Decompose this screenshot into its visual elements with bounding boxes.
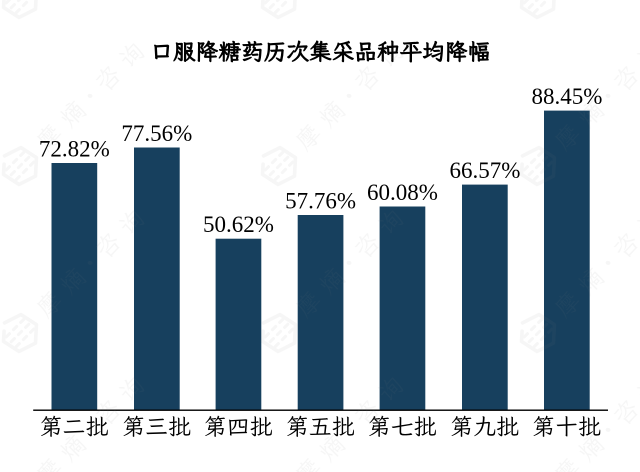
svg-text:66.57%: 66.57% <box>449 158 520 183</box>
svg-text:50.62%: 50.62% <box>203 212 274 237</box>
svg-text:72.82%: 72.82% <box>39 137 110 162</box>
svg-text:57.76%: 57.76% <box>285 189 356 214</box>
svg-text:60.08%: 60.08% <box>367 180 438 205</box>
svg-text:77.56%: 77.56% <box>121 121 192 146</box>
